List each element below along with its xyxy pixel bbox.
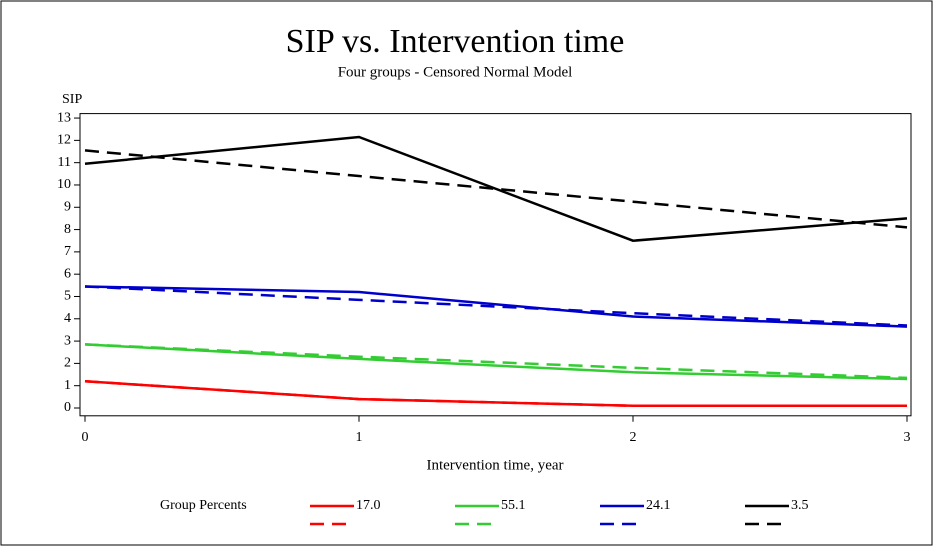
y-tick-label: 1 xyxy=(64,378,71,393)
y-tick-label: 11 xyxy=(58,155,71,170)
series-line xyxy=(84,285,908,327)
chart-title: SIP vs. Intervention time xyxy=(286,23,625,60)
y-tick-label: 8 xyxy=(64,222,71,237)
y-tick-label: 12 xyxy=(57,133,71,148)
series-line xyxy=(84,343,908,380)
x-tick-label: 0 xyxy=(82,430,89,445)
plot-area xyxy=(79,113,912,417)
series-line xyxy=(84,135,908,242)
x-axis-label: Intervention time, year xyxy=(426,457,563,473)
y-tick-label: 5 xyxy=(64,289,71,304)
y-tick-label: 0 xyxy=(64,400,71,415)
legend-label: 17.0 xyxy=(356,498,381,513)
y-tick-label: 4 xyxy=(64,311,71,326)
series-line xyxy=(84,285,908,328)
series-line xyxy=(84,379,907,408)
y-tick-label: 9 xyxy=(64,199,71,214)
y-tick-label: 2 xyxy=(64,356,71,371)
y-tick-label: 3 xyxy=(64,333,71,348)
x-tick-label: 2 xyxy=(630,430,637,445)
y-tick-label: 10 xyxy=(57,177,71,192)
legend-title: Group Percents xyxy=(160,498,247,513)
y-tick-label: 13 xyxy=(57,110,71,125)
series-line xyxy=(84,149,908,229)
chart-subtitle: Four groups - Censored Normal Model xyxy=(338,64,573,80)
y-axis-label: SIP xyxy=(62,92,82,107)
x-tick-label: 3 xyxy=(904,430,911,445)
legend-label: 24.1 xyxy=(646,498,671,513)
legend-label: 3.5 xyxy=(791,498,809,513)
y-tick-label: 7 xyxy=(64,244,71,259)
x-tick-label: 1 xyxy=(356,430,363,445)
legend-label: 55.1 xyxy=(501,498,526,513)
series-line xyxy=(84,379,907,408)
y-tick-label: 6 xyxy=(64,266,71,281)
